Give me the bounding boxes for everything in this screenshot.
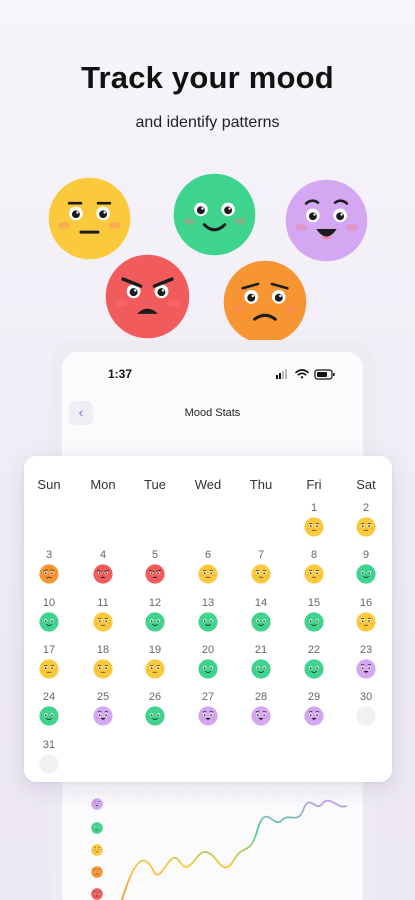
mood-excited-icon[interactable] bbox=[304, 706, 324, 731]
mood-happy-icon[interactable] bbox=[145, 612, 165, 637]
calendar-day-number[interactable]: 24 bbox=[42, 691, 56, 703]
mood-happy-icon[interactable] bbox=[145, 706, 165, 731]
calendar-day-number[interactable]: 25 bbox=[96, 691, 110, 703]
calendar-day-number[interactable]: 16 bbox=[359, 597, 373, 609]
mood-excited-icon[interactable] bbox=[93, 706, 113, 731]
calendar-day-number[interactable]: 18 bbox=[96, 644, 110, 656]
calendar-day-number[interactable]: 19 bbox=[148, 644, 162, 656]
screen-title: Mood Stats bbox=[184, 407, 241, 419]
calendar-day-number[interactable]: 9 bbox=[362, 549, 370, 561]
calendar-day-number[interactable]: 3 bbox=[45, 549, 53, 561]
trend-line bbox=[121, 799, 347, 900]
mood-excited-icon[interactable] bbox=[251, 706, 271, 731]
mood-neutral-icon[interactable] bbox=[39, 659, 59, 684]
calendar-day-number[interactable]: 26 bbox=[148, 691, 162, 703]
status-bar-time: 1:37 bbox=[108, 367, 133, 381]
neutral-face-icon bbox=[47, 176, 132, 266]
calendar-day-number[interactable]: 2 bbox=[362, 502, 370, 514]
calendar-day-number[interactable]: 27 bbox=[201, 691, 215, 703]
calendar-day-number[interactable]: 30 bbox=[359, 691, 373, 703]
mood-happy-icon[interactable] bbox=[304, 659, 324, 684]
mood-neutral-icon[interactable] bbox=[356, 517, 376, 542]
mood-neutral-icon[interactable] bbox=[93, 659, 113, 684]
back-button[interactable]: ‹ bbox=[69, 401, 93, 425]
calendar-day-number[interactable]: 29 bbox=[307, 691, 321, 703]
signal-icon bbox=[276, 369, 287, 379]
mood-happy-icon[interactable] bbox=[356, 564, 376, 589]
wifi-icon bbox=[295, 369, 309, 379]
mood-happy-icon[interactable] bbox=[39, 706, 59, 731]
calendar-day-number[interactable]: 13 bbox=[201, 597, 215, 609]
calendar-day-number[interactable]: 15 bbox=[307, 597, 321, 609]
mood-neutral-icon[interactable] bbox=[198, 564, 218, 589]
legend-sad-icon bbox=[91, 866, 103, 878]
mood-happy-icon[interactable] bbox=[198, 612, 218, 637]
happy-face-icon bbox=[172, 172, 257, 262]
mood-neutral-icon[interactable] bbox=[304, 564, 324, 589]
mood-neutral-icon[interactable] bbox=[145, 659, 165, 684]
calendar-day-number[interactable]: 17 bbox=[42, 644, 56, 656]
chevron-left-icon: ‹ bbox=[78, 404, 84, 420]
legend-angry-icon bbox=[91, 888, 103, 900]
calendar-day-number[interactable]: 6 bbox=[204, 549, 212, 561]
calendar-day-number[interactable]: 11 bbox=[97, 597, 109, 609]
weekday-header: Mon bbox=[90, 477, 116, 492]
weekday-header: Thu bbox=[249, 477, 273, 492]
mood-angry-icon[interactable] bbox=[93, 564, 113, 589]
status-bar-icons bbox=[276, 369, 335, 380]
legend-excited-icon bbox=[91, 798, 103, 810]
mood-angry-icon[interactable] bbox=[145, 564, 165, 589]
calendar-day-number[interactable]: 12 bbox=[148, 597, 162, 609]
calendar-day-number[interactable]: 28 bbox=[254, 691, 268, 703]
legend-happy-icon bbox=[91, 822, 103, 834]
calendar-day-number[interactable]: 8 bbox=[310, 549, 318, 561]
mood-sad-icon[interactable] bbox=[39, 564, 59, 589]
mood-neutral-icon[interactable] bbox=[356, 612, 376, 637]
mood-empty-icon[interactable] bbox=[356, 706, 376, 731]
calendar-day-number[interactable]: 31 bbox=[42, 739, 56, 751]
calendar-day-number[interactable]: 7 bbox=[257, 549, 265, 561]
weekday-header: Tue bbox=[144, 477, 166, 492]
mood-neutral-icon[interactable] bbox=[304, 517, 324, 542]
chart-legend bbox=[91, 798, 103, 900]
weekday-header: Sat bbox=[356, 477, 376, 492]
calendar-day-number[interactable]: 21 bbox=[254, 644, 268, 656]
battery-icon bbox=[314, 369, 335, 380]
calendar-day-number[interactable]: 10 bbox=[42, 597, 56, 609]
excited-face-icon bbox=[284, 178, 369, 268]
calendar-day-number[interactable]: 5 bbox=[151, 549, 159, 561]
weekday-header: Sun bbox=[37, 477, 61, 492]
calendar-day-number[interactable]: 23 bbox=[359, 644, 373, 656]
mood-neutral-icon[interactable] bbox=[251, 564, 271, 589]
calendar-day-number[interactable]: 20 bbox=[201, 644, 215, 656]
weekday-header: Wed bbox=[194, 477, 222, 492]
page-subtitle: and identify patterns bbox=[135, 114, 280, 131]
mood-happy-icon[interactable] bbox=[39, 612, 59, 637]
angry-face-icon bbox=[104, 253, 191, 345]
mood-neutral-icon[interactable] bbox=[93, 612, 113, 637]
calendar-day-number[interactable]: 22 bbox=[307, 644, 321, 656]
mood-happy-icon[interactable] bbox=[304, 612, 324, 637]
calendar-day-number[interactable]: 1 bbox=[310, 502, 318, 514]
calendar-day-number[interactable]: 14 bbox=[254, 597, 268, 609]
weekday-header: Fri bbox=[306, 477, 322, 492]
calendar-day-number[interactable]: 4 bbox=[99, 549, 107, 561]
mood-empty-icon[interactable] bbox=[39, 754, 59, 779]
mood-excited-icon[interactable] bbox=[198, 706, 218, 731]
mood-happy-icon[interactable] bbox=[251, 659, 271, 684]
sad-face-icon bbox=[222, 259, 308, 350]
page-title: Track your mood bbox=[81, 60, 334, 95]
mood-happy-icon[interactable] bbox=[251, 612, 271, 637]
mood-trend-chart bbox=[62, 791, 363, 900]
mood-happy-icon[interactable] bbox=[198, 659, 218, 684]
mood-excited-icon[interactable] bbox=[356, 659, 376, 684]
legend-neutral-icon bbox=[91, 844, 103, 856]
